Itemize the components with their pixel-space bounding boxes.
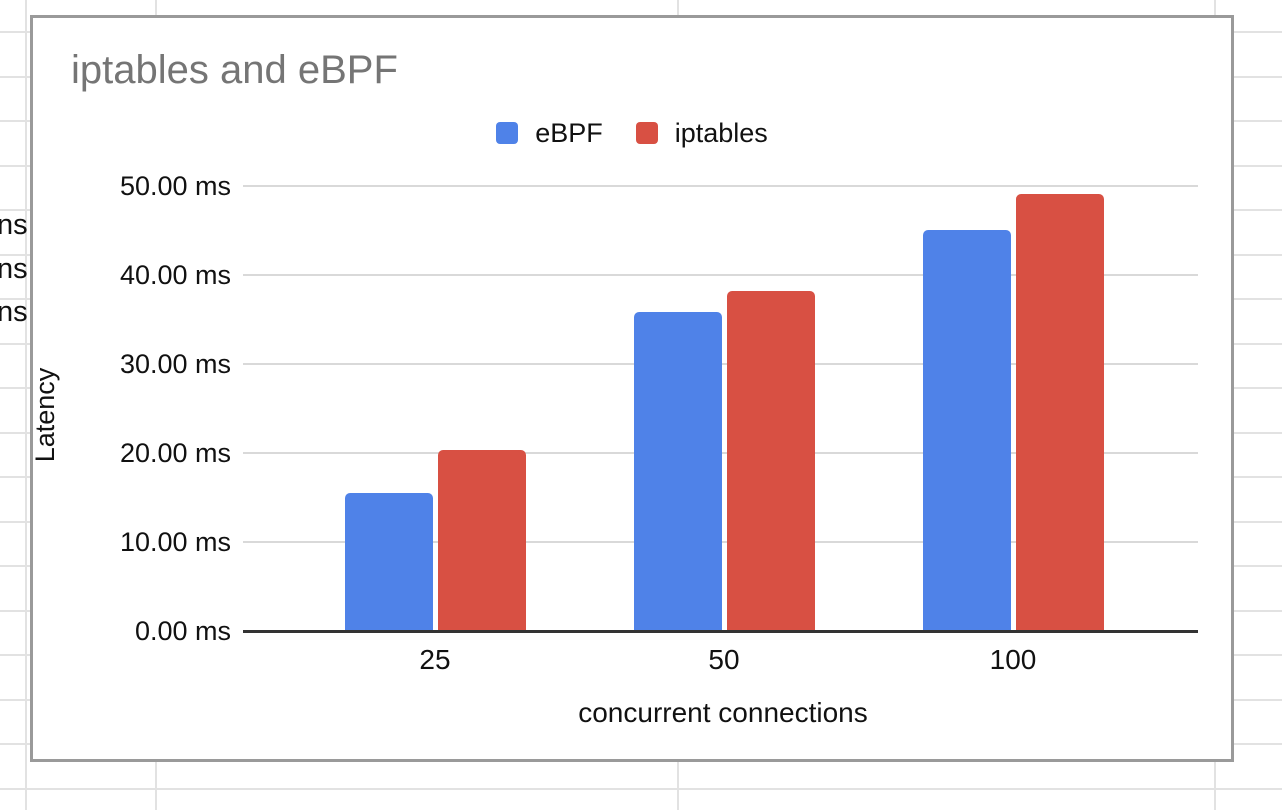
y-gridline xyxy=(243,185,1198,187)
x-tick-label-100: 100 xyxy=(989,644,1037,675)
cell-text-fragment: ns xyxy=(0,296,28,328)
legend-label: eBPF xyxy=(535,117,603,148)
bar-iptables-25[interactable] xyxy=(438,450,526,630)
bar-iptables-50[interactable] xyxy=(727,291,815,630)
x-tick-label-50: 50 xyxy=(708,644,740,675)
bar-iptables-100[interactable] xyxy=(1016,194,1104,630)
cell-text-fragment: ns xyxy=(0,209,28,241)
y-tick-label: 0.00 ms xyxy=(134,616,231,646)
y-tick-label: 40.00 ms xyxy=(119,260,231,290)
x-axis-line xyxy=(243,630,1198,633)
y-gridline xyxy=(243,274,1198,276)
legend-item-ebpf[interactable]: eBPF xyxy=(496,118,603,149)
y-axis-title: Latency xyxy=(30,367,60,463)
x-axis-title: concurrent connections xyxy=(578,697,868,728)
legend-label: iptables xyxy=(674,117,768,148)
y-tick-label: 10.00 ms xyxy=(119,527,231,557)
sheet-row-line xyxy=(0,788,1282,790)
bar-ebpf-50[interactable] xyxy=(634,312,722,630)
y-tick-label: 30.00 ms xyxy=(119,349,231,379)
sheet-column-line xyxy=(25,0,27,810)
y-tick-label: 20.00 ms xyxy=(119,438,231,468)
chart-legend: eBPF iptables xyxy=(33,117,1231,149)
legend-swatch-icon xyxy=(635,122,658,144)
bar-ebpf-25[interactable] xyxy=(345,493,433,630)
cell-text-fragment: ns xyxy=(0,253,28,285)
y-tick-label: 50.00 ms xyxy=(119,171,231,201)
chart-title: iptables and eBPF xyxy=(71,48,398,92)
bar-ebpf-100[interactable] xyxy=(923,230,1011,630)
chart-card[interactable]: iptables and eBPF eBPF iptables 0.00 ms 10… xyxy=(30,15,1234,762)
legend-swatch-icon xyxy=(496,122,519,144)
legend-item-iptables[interactable]: iptables xyxy=(635,117,768,149)
x-tick-label-25: 25 xyxy=(419,644,451,675)
